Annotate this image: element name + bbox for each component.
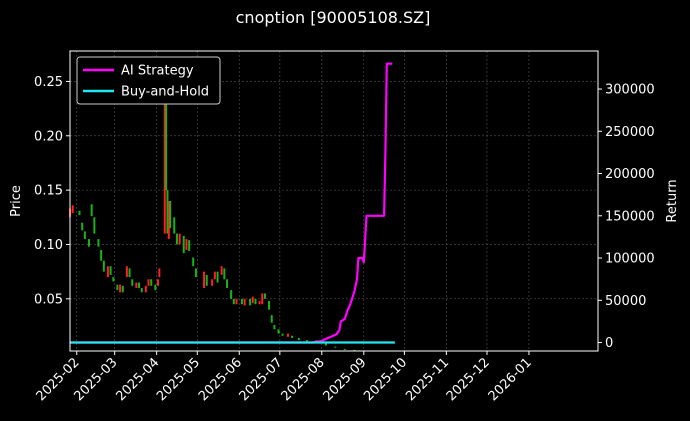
candle: [138, 282, 141, 288]
legend-label-ai-strategy: AI Strategy: [121, 64, 194, 79]
chart-title: cnoption [90005108.SZ]: [236, 8, 431, 27]
candle: [90, 204, 93, 217]
candle: [205, 274, 208, 286]
candle: [220, 266, 223, 275]
candle: [268, 301, 271, 310]
candle: [125, 266, 128, 278]
candle: [226, 279, 229, 288]
candle: [291, 335, 294, 338]
y-tick-label-right: 200000: [605, 167, 655, 182]
candle: [140, 287, 143, 293]
plot-frame: [69, 50, 599, 352]
y-tick-label-right: 50000: [605, 294, 646, 309]
candle: [249, 298, 252, 306]
candle: [261, 293, 264, 305]
candle: [144, 285, 147, 293]
candle: [112, 277, 115, 282]
candle: [83, 231, 86, 240]
candle: [147, 279, 150, 286]
candle: [324, 343, 327, 346]
candle: [230, 290, 233, 299]
y-tick-label-left: 0.05: [34, 292, 63, 307]
candle: [175, 233, 178, 245]
candle: [102, 260, 105, 272]
candle: [109, 266, 112, 275]
candle: [232, 298, 235, 305]
candle: [263, 293, 266, 299]
y-tick-label-right: 250000: [605, 125, 655, 140]
y-tick-label-right: 150000: [605, 209, 655, 224]
candle: [78, 210, 81, 216]
candle: [97, 239, 100, 247]
candle: [165, 92, 168, 191]
candle: [213, 271, 216, 280]
candle: [192, 257, 195, 267]
candle: [166, 190, 169, 234]
candle: [157, 279, 159, 286]
candle: [93, 217, 96, 234]
candle: [235, 298, 238, 305]
candle: [182, 235, 185, 254]
candle: [353, 349, 356, 351]
return-lines: [70, 62, 395, 344]
candle: [277, 329, 280, 334]
candle: [251, 296, 254, 304]
candle: [243, 298, 246, 306]
candle: [194, 268, 197, 278]
candle: [71, 205, 74, 213]
candle: [203, 271, 206, 288]
candle: [131, 279, 134, 286]
candle: [305, 340, 308, 343]
y-tick-label-right: 0: [605, 336, 613, 351]
candle: [185, 239, 188, 250]
candle: [258, 301, 261, 305]
candle: [150, 279, 153, 286]
legend: AI Strategy Buy-and-Hold: [76, 56, 221, 105]
series-line-ai-strategy: [70, 62, 393, 344]
candle: [173, 217, 176, 234]
candle: [158, 268, 161, 278]
y-tick-label-left: 0.20: [34, 129, 63, 144]
candle: [119, 284, 122, 293]
candle: [81, 222, 84, 231]
y-tick-label-left: 0.25: [34, 75, 63, 90]
candle: [211, 279, 214, 286]
candle: [216, 271, 219, 283]
candle: [116, 284, 119, 291]
candle: [106, 266, 109, 278]
y-axis-label-right: Return: [665, 179, 680, 222]
y-axis-label-left: Price: [9, 185, 24, 217]
y-tick-label-right: 100000: [605, 252, 655, 267]
y-tick-label-right: 300000: [605, 83, 655, 98]
candle: [178, 233, 181, 245]
y-tick-label-left: 0.10: [34, 238, 63, 253]
candle: [254, 298, 257, 305]
candle: [343, 348, 346, 350]
candle: [286, 333, 289, 337]
candle: [273, 324, 276, 330]
candle: [154, 284, 157, 291]
candle: [281, 333, 284, 336]
candle: [223, 268, 226, 280]
candle: [188, 240, 191, 251]
candle: [128, 268, 131, 278]
legend-label-buy-and-hold: Buy-and-Hold: [121, 85, 209, 100]
candle: [169, 201, 172, 229]
candles: [69, 92, 356, 351]
candle: [87, 239, 90, 247]
candle: [100, 249, 103, 261]
candle: [167, 201, 170, 240]
candle: [121, 285, 124, 293]
candle: [270, 315, 273, 323]
candle: [334, 346, 337, 348]
candle: [163, 103, 166, 234]
candle: [240, 298, 243, 305]
candle: [135, 282, 138, 288]
y-tick-label-left: 0.15: [34, 184, 63, 199]
candle: [297, 337, 300, 341]
